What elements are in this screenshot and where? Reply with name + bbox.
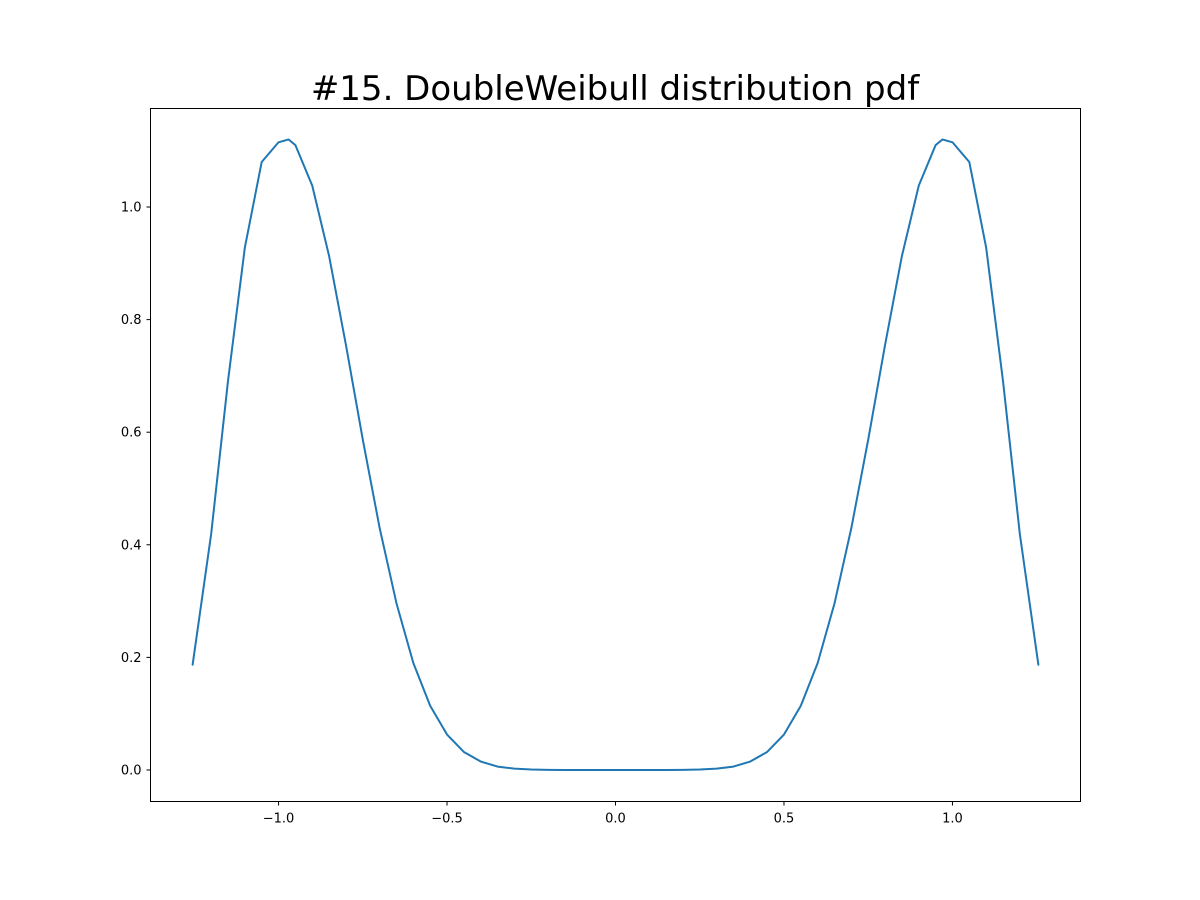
x-tick-label: −1.0: [263, 812, 295, 827]
y-axis: 0.0 0.2 0.4 0.6 0.8 1.0: [121, 201, 151, 778]
y-tick-label: 0.4: [121, 538, 142, 553]
y-tick-label: 0.8: [121, 313, 142, 328]
x-tick-label: 0.5: [774, 812, 795, 827]
y-tick-label: 1.0: [121, 201, 142, 216]
x-axis: −1.0 −0.5 0.0 0.5 1.0: [263, 801, 963, 827]
plot-area: [191, 138, 1040, 771]
chart-title: #15. DoubleWeibull distribution pdf: [311, 69, 920, 109]
y-tick-label: 0.0: [121, 763, 142, 778]
x-tick-label: 1.0: [942, 812, 963, 827]
y-tick-label: 0.6: [121, 426, 142, 441]
x-tick-label: −0.5: [431, 812, 463, 827]
series-line-0: [191, 138, 1040, 771]
y-tick-label: 0.2: [121, 651, 142, 666]
axes-frame: [150, 108, 1081, 802]
x-tick-label: 0.0: [605, 812, 626, 827]
